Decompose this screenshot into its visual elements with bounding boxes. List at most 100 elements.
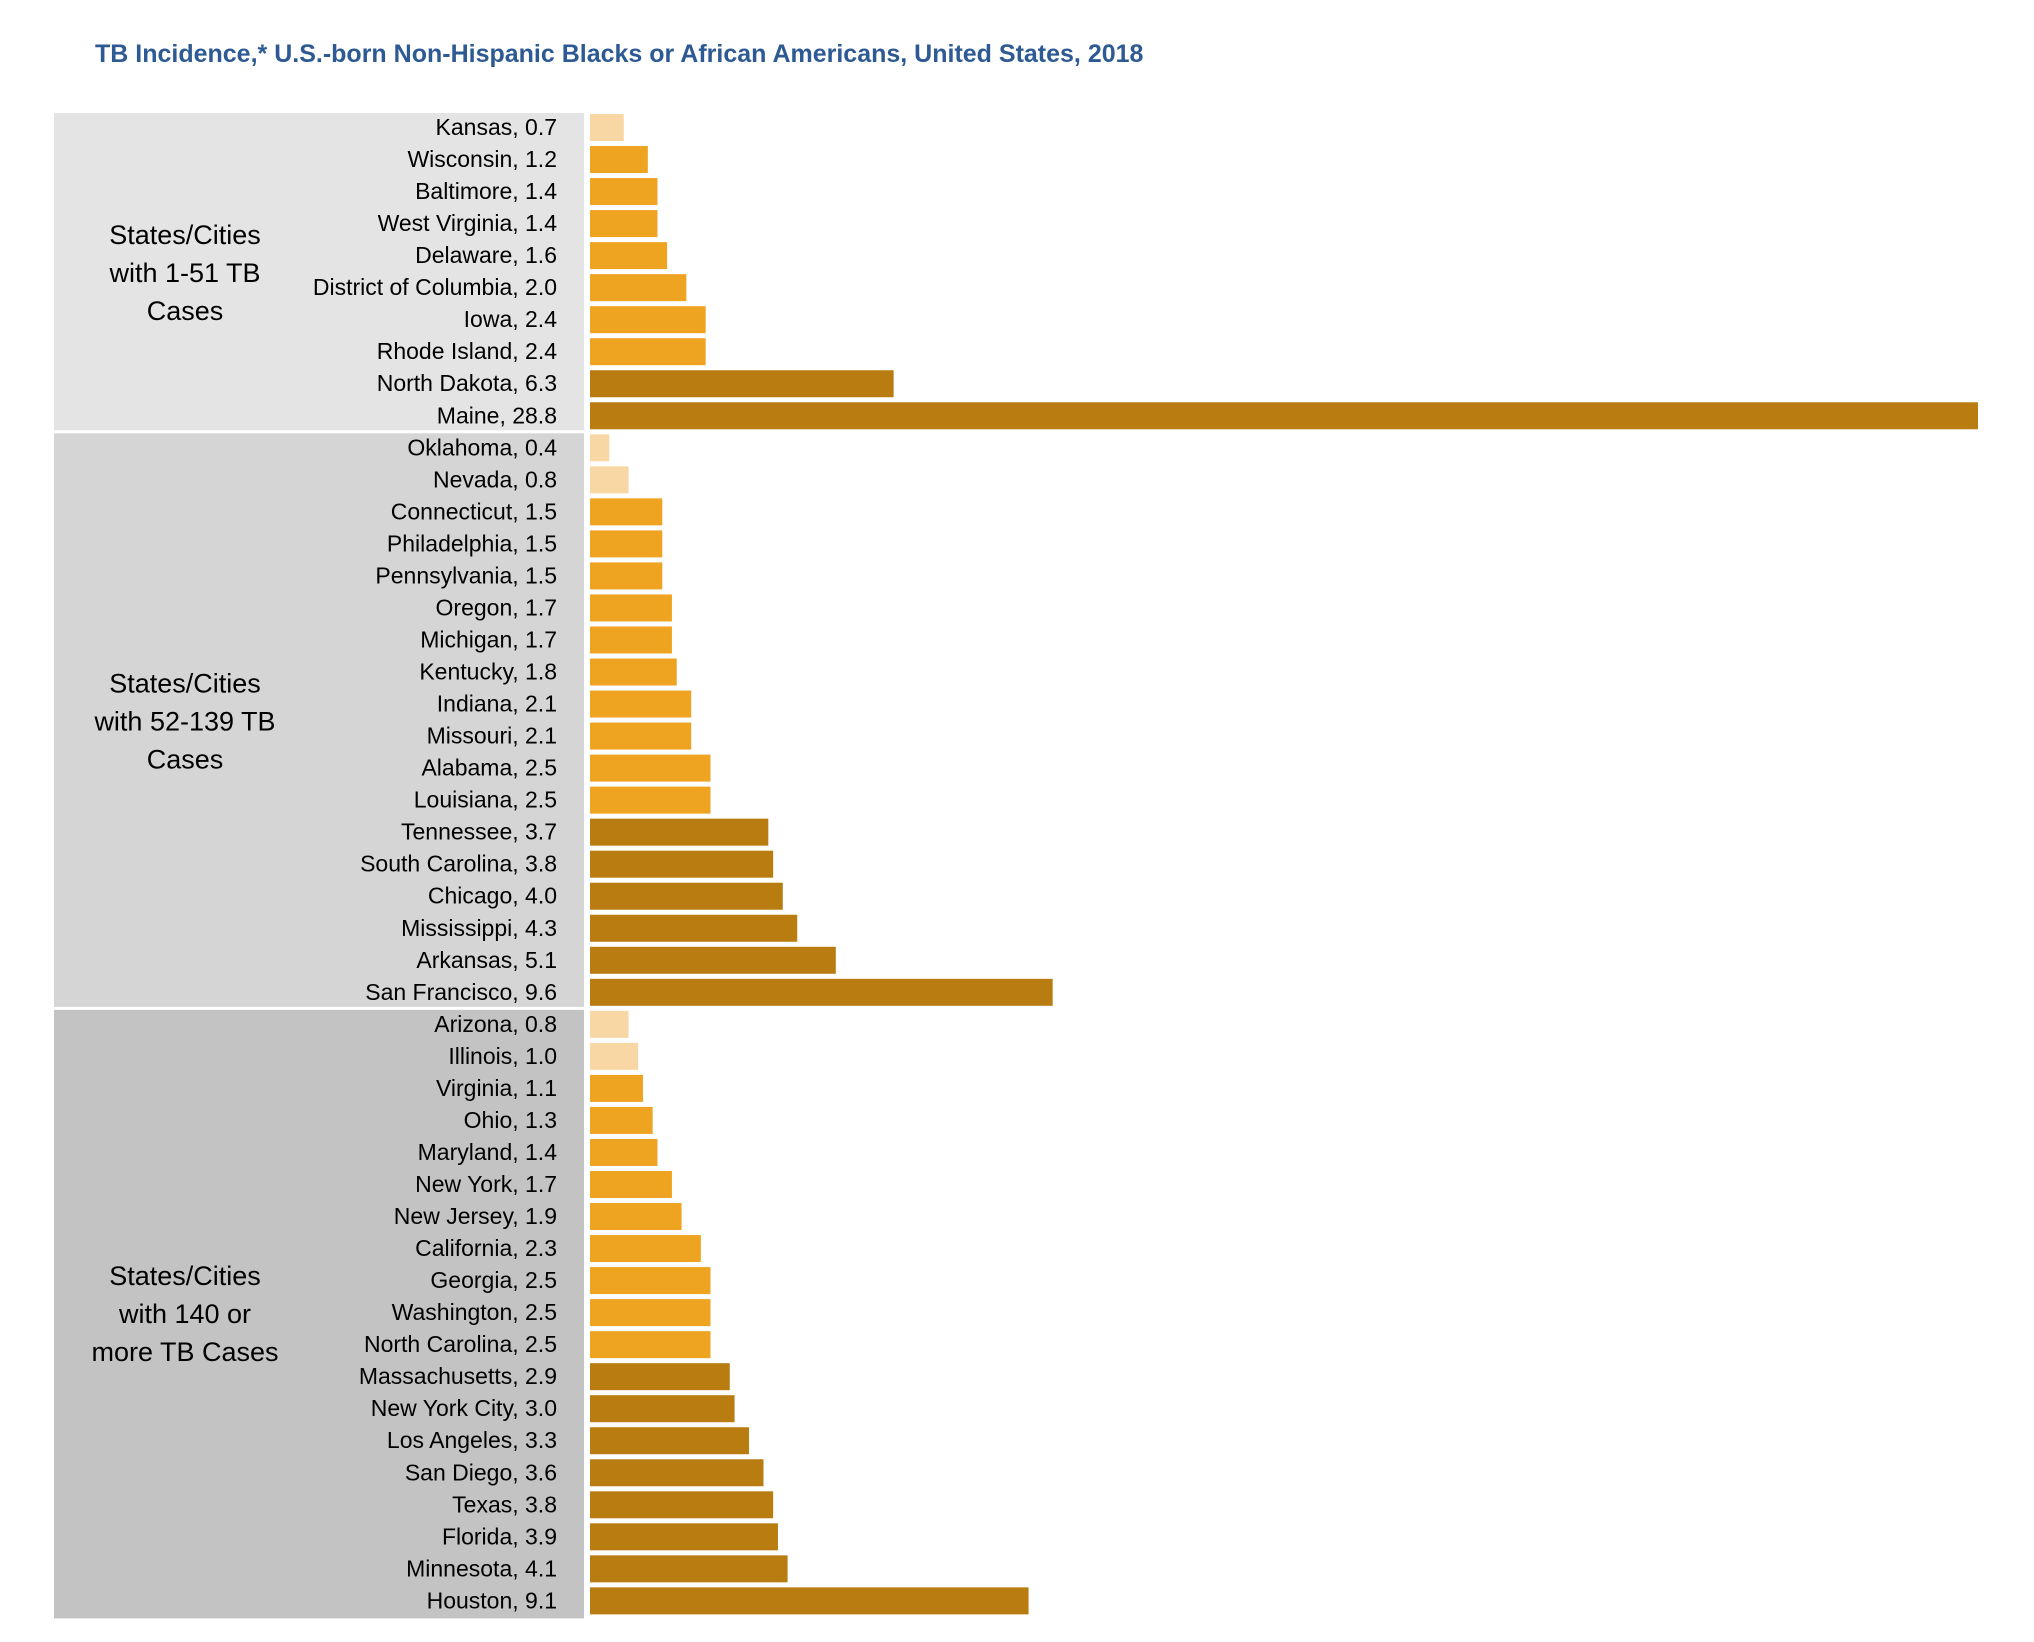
row-label: Los Angeles, 3.3 xyxy=(387,1427,557,1453)
row-label: Chicago, 4.0 xyxy=(428,883,557,909)
row-label: Alabama, 2.5 xyxy=(421,755,557,781)
bar-san-francisco xyxy=(590,978,1053,1006)
row-label: Maryland, 1.4 xyxy=(418,1139,558,1165)
row-label: Oklahoma, 0.4 xyxy=(407,434,557,460)
bar-minnesota xyxy=(590,1555,788,1583)
row-label: Nevada, 0.8 xyxy=(433,466,557,492)
group-label-3-line-2: with 140 or xyxy=(118,1299,251,1329)
group-band-2 xyxy=(54,433,584,1007)
bar-maryland xyxy=(590,1138,658,1166)
bar-california xyxy=(590,1235,701,1263)
row-label: Philadelphia, 1.5 xyxy=(387,530,557,556)
row-labels: Kansas, 0.7 Wisconsin, 1.2 Baltimore, 1.4 W… xyxy=(313,114,557,1613)
row-label: Illinois, 1.0 xyxy=(448,1043,557,1069)
row-label: North Dakota, 6.3 xyxy=(377,370,557,396)
row-label: Minnesota, 4.1 xyxy=(406,1555,557,1581)
row-label: Iowa, 2.4 xyxy=(464,306,558,332)
row-label: Missouri, 2.1 xyxy=(427,723,557,749)
row-label: California, 2.3 xyxy=(415,1235,557,1261)
bar-connecticut xyxy=(590,498,663,526)
bar-washington xyxy=(590,1299,711,1327)
row-label: West Virginia, 1.4 xyxy=(378,210,558,236)
bar-oregon xyxy=(590,594,672,622)
bar-tennessee xyxy=(590,818,769,846)
row-label: Washington, 2.5 xyxy=(392,1299,557,1325)
row-label: Wisconsin, 1.2 xyxy=(407,146,557,172)
bar-district-of-columbia xyxy=(590,274,687,302)
bar-nevada xyxy=(590,466,629,494)
group-label-2-line-2: with 52-139 TB xyxy=(93,707,275,737)
bar-texas xyxy=(590,1491,774,1519)
chart-title: TB Incidence,* U.S.-born Non-Hispanic Bl… xyxy=(95,40,1144,68)
bar-florida xyxy=(590,1523,778,1551)
group-label-1-line-2: with 1-51 TB xyxy=(108,258,260,288)
group-label-3-line-3: more TB Cases xyxy=(91,1337,278,1367)
bar-new-york-city xyxy=(590,1395,735,1423)
row-label: Baltimore, 1.4 xyxy=(415,178,557,204)
bar-michigan xyxy=(590,626,672,654)
bar-philadelphia xyxy=(590,530,663,558)
row-label: Pennsylvania, 1.5 xyxy=(375,562,557,588)
row-label: Florida, 3.9 xyxy=(442,1523,557,1549)
bars xyxy=(590,114,1978,1615)
row-label: New York, 1.7 xyxy=(415,1171,557,1197)
bar-north-dakota xyxy=(590,370,894,398)
row-label: Rhode Island, 2.4 xyxy=(377,338,558,364)
bar-massachusetts xyxy=(590,1363,730,1391)
bar-missouri xyxy=(590,722,692,750)
bar-wisconsin xyxy=(590,146,648,174)
group-bands xyxy=(54,113,584,1619)
group-label-3-line-1: States/Cities xyxy=(109,1261,261,1291)
bar-iowa xyxy=(590,306,706,334)
row-label: South Carolina, 3.8 xyxy=(360,851,557,877)
bar-arizona xyxy=(590,1010,629,1038)
row-label: Massachusetts, 2.9 xyxy=(359,1363,557,1389)
row-label: Mississippi, 4.3 xyxy=(401,915,557,941)
row-label: Connecticut, 1.5 xyxy=(391,498,557,524)
row-label: Arizona, 0.8 xyxy=(434,1011,557,1037)
group-labels: States/Cities with 1-51 TB Cases States/Cit… xyxy=(91,220,278,1367)
bar-los-angeles xyxy=(590,1427,750,1455)
bar-baltimore xyxy=(590,178,658,206)
group-label-1-line-1: States/Cities xyxy=(109,220,261,250)
row-label: Indiana, 2.1 xyxy=(437,691,557,717)
group-label-2-line-3: Cases xyxy=(147,745,224,775)
bar-pennsylvania xyxy=(590,562,663,590)
bar-south-carolina xyxy=(590,850,774,878)
bar-delaware xyxy=(590,242,668,270)
row-label: Georgia, 2.5 xyxy=(430,1267,557,1293)
bar-georgia xyxy=(590,1267,711,1295)
bar-arkansas xyxy=(590,946,836,974)
row-label: San Diego, 3.6 xyxy=(405,1459,557,1485)
row-label: New York City, 3.0 xyxy=(371,1395,557,1421)
row-label: Houston, 9.1 xyxy=(427,1587,557,1613)
row-label: Kansas, 0.7 xyxy=(436,114,557,140)
bar-maine xyxy=(590,402,1978,430)
bar-indiana xyxy=(590,690,692,718)
group-label-2-line-1: States/Cities xyxy=(109,669,261,699)
bar-chicago xyxy=(590,882,783,910)
bar-west-virginia xyxy=(590,210,658,238)
row-label: Arkansas, 5.1 xyxy=(416,947,557,973)
group-band-1 xyxy=(54,113,584,431)
bar-virginia xyxy=(590,1074,644,1102)
bar-kansas xyxy=(590,114,624,141)
bar-north-carolina xyxy=(590,1331,711,1359)
row-label: District of Columbia, 2.0 xyxy=(313,274,557,300)
bar-new-jersey xyxy=(590,1203,682,1231)
row-label: Ohio, 1.3 xyxy=(464,1107,557,1133)
row-label: Delaware, 1.6 xyxy=(415,242,557,268)
bar-oklahoma xyxy=(590,434,610,462)
bar-louisiana xyxy=(590,786,711,814)
bar-mississippi xyxy=(590,914,798,942)
bar-alabama xyxy=(590,754,711,782)
bar-san-diego xyxy=(590,1459,764,1487)
bar-houston xyxy=(590,1587,1029,1615)
row-label: North Carolina, 2.5 xyxy=(364,1331,557,1357)
row-label: Texas, 3.8 xyxy=(452,1491,557,1517)
bar-ohio xyxy=(590,1106,653,1134)
row-label: Oregon, 1.7 xyxy=(436,594,557,620)
row-label: Maine, 28.8 xyxy=(437,402,557,428)
bar-kentucky xyxy=(590,658,677,686)
